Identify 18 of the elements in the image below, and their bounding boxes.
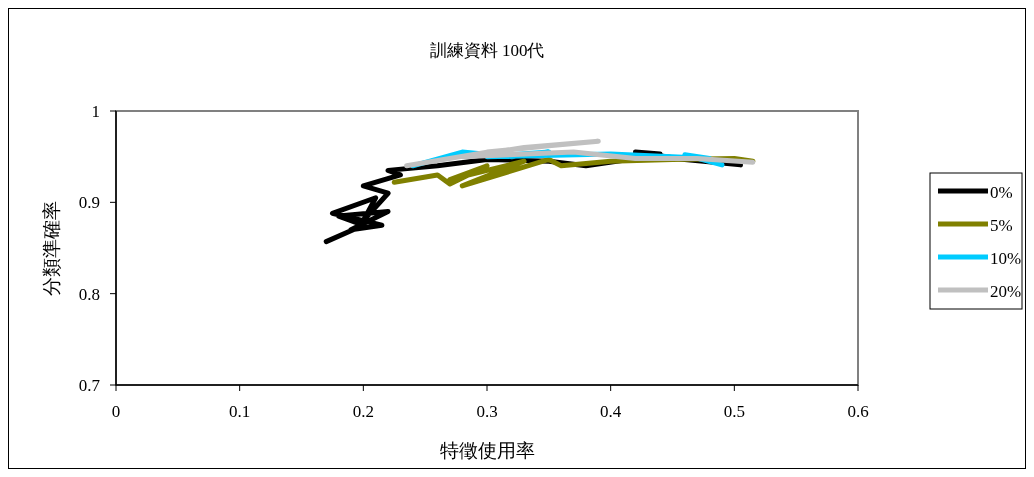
x-tick-label: 0.5 bbox=[723, 402, 745, 421]
x-axis-title: 特徵使用率 bbox=[439, 440, 535, 461]
legend-label: 10% bbox=[990, 249, 1022, 268]
x-tick-label: 0.1 bbox=[229, 402, 251, 421]
legend-label: 20% bbox=[990, 282, 1022, 301]
x-tick-label: 0.6 bbox=[847, 402, 869, 421]
x-tick-label: 0 bbox=[111, 402, 121, 421]
y-tick-label: 0.7 bbox=[78, 376, 101, 395]
legend-label: 5% bbox=[990, 216, 1013, 235]
y-tick-label: 0.9 bbox=[78, 193, 100, 213]
x-tick-label: 0.3 bbox=[476, 402, 498, 421]
chart-title: 訓練資料 100代 bbox=[429, 41, 545, 60]
y-axis-title: 分類準確率 bbox=[41, 200, 62, 296]
legend-label: 0% bbox=[990, 183, 1013, 202]
x-tick-label: 0.2 bbox=[352, 402, 374, 421]
x-tick-label: 0.4 bbox=[600, 402, 622, 421]
y-tick-label: 1 bbox=[91, 102, 100, 121]
y-tick-label: 0.8 bbox=[78, 284, 100, 304]
